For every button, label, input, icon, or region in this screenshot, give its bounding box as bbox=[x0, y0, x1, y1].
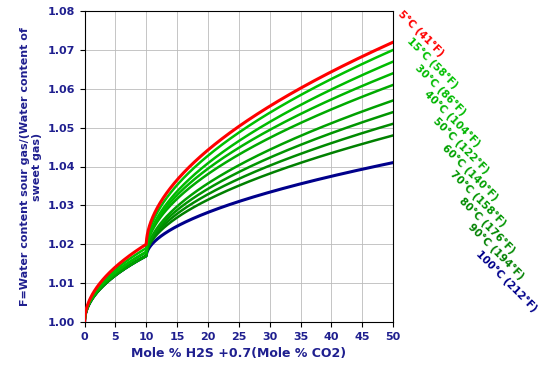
Text: 50°C (122°F): 50°C (122°F) bbox=[431, 116, 490, 175]
Y-axis label: F=Water content sour gas/(Water content of
sweet gas): F=Water content sour gas/(Water content … bbox=[20, 27, 42, 306]
Text: 40°C (104°F): 40°C (104°F) bbox=[422, 89, 482, 149]
Text: 5°C (41°F): 5°C (41°F) bbox=[396, 9, 446, 59]
Text: 60°C (140°F): 60°C (140°F) bbox=[440, 142, 500, 202]
X-axis label: Mole % H2S +0.7(Mole % CO2): Mole % H2S +0.7(Mole % CO2) bbox=[131, 347, 347, 360]
Text: 15°C (58°F): 15°C (58°F) bbox=[405, 36, 459, 91]
Text: 100°C (212°F): 100°C (212°F) bbox=[474, 249, 539, 314]
Text: 70°C (158°F): 70°C (158°F) bbox=[448, 169, 508, 229]
Text: 30°C (86°F): 30°C (86°F) bbox=[413, 63, 468, 117]
Text: 90°C (194°F): 90°C (194°F) bbox=[466, 222, 525, 282]
Text: 80°C (176°F): 80°C (176°F) bbox=[457, 196, 517, 256]
